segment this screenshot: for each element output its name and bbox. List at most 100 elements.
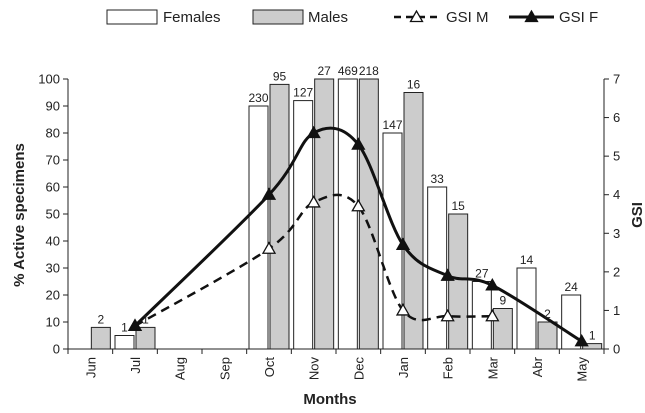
legend-label-males: Males [308, 9, 348, 26]
x-tick-label-sep: Sep [217, 357, 232, 380]
y2-tick-label: 5 [613, 149, 620, 164]
y-tick-label: 90 [46, 99, 60, 114]
count-label-females-dec: 469 [338, 64, 358, 78]
marker-gsi-m-nov [306, 195, 321, 208]
marker-gsi-m-feb [440, 308, 455, 322]
legend-marker-gsi-m [409, 9, 424, 23]
marker-gsi-m-jan [395, 303, 411, 316]
bar-females-jul [114, 335, 135, 350]
y2-tick-label: 1 [613, 303, 620, 318]
x-tick-label-mar: Mar [485, 356, 500, 379]
count-label-males-oct: 95 [273, 69, 287, 83]
marker-gsi-f-jul [127, 318, 143, 332]
y-tick-label: 20 [46, 288, 60, 303]
bar-females-may [561, 294, 582, 350]
y-tick-label: 50 [46, 207, 60, 222]
markers [127, 125, 589, 347]
marker-gsi-m-mar [485, 308, 500, 322]
bar-females-oct [248, 105, 269, 350]
y2-tick-label: 0 [613, 342, 620, 357]
marker-gsi-m-oct [261, 241, 277, 254]
bar-males-abr [537, 321, 558, 350]
bar-males-jun [90, 326, 111, 350]
count-label-males-abr: 2 [544, 307, 551, 321]
y-tick-label: 60 [46, 180, 60, 195]
x-tick-label-abr: Abr [530, 356, 545, 377]
y-tick-label: 0 [53, 342, 60, 357]
x-tick-label-aug: Aug [173, 357, 188, 380]
y-tick-label: 70 [46, 153, 60, 168]
x-tick-label-jan: Jan [396, 357, 411, 378]
y-tick-label: 40 [46, 234, 60, 249]
bar-females-dec [337, 78, 358, 350]
count-label-females-abr: 14 [520, 253, 534, 267]
y2-axis-title: GSI [629, 202, 645, 228]
y2-tick-label: 6 [613, 110, 620, 125]
x-axis-title: Months [303, 391, 356, 408]
y2-tick-label: 7 [613, 72, 620, 87]
y-axis-title: % Active specimens [11, 143, 28, 287]
bars [90, 78, 603, 350]
marker-gsi-f-mar [485, 278, 500, 291]
bar-females-abr [516, 267, 537, 350]
count-label-females-oct: 230 [248, 91, 268, 105]
marker-gsi-f-oct [261, 187, 277, 200]
count-label-females-jan: 147 [382, 118, 402, 132]
left-axis: 0 10 20 30 40 50 60 70 80 90 100 [38, 72, 68, 357]
marker-gsi-f-nov [306, 125, 321, 139]
bar-males-oct [269, 83, 290, 350]
lines [133, 126, 583, 343]
count-label-females-feb: 33 [430, 172, 444, 186]
legend-label-gsi-m: GSI M [446, 9, 489, 26]
legend-swatch-females [106, 9, 158, 25]
y2-tick-label: 2 [613, 264, 620, 279]
line-gsi-f [133, 126, 583, 343]
x-tick-label-nov: Nov [307, 357, 322, 381]
bar-males-nov [314, 78, 335, 350]
count-label-males-may: 1 [589, 329, 596, 343]
count-label-females-mar: 27 [475, 267, 489, 281]
right-axis: 0 1 2 3 4 5 6 7 [604, 72, 620, 357]
y-tick-label: 100 [38, 72, 60, 87]
count-label-males-mar: 9 [499, 294, 506, 308]
legend-marker-gsi-f [524, 9, 539, 23]
count-label-females-nov: 127 [293, 86, 313, 100]
count-label-males-jan: 16 [407, 78, 421, 92]
x-tick-label-dec: Dec [351, 357, 366, 381]
legend-label-gsi-f: GSI F [559, 9, 598, 26]
y-tick-label: 30 [46, 261, 60, 276]
count-label-males-nov: 27 [317, 64, 331, 78]
bar-males-jul [135, 326, 156, 350]
bar-males-mar [492, 308, 513, 350]
count-label-males-dec: 218 [359, 64, 379, 78]
x-tick-label-oct: Oct [262, 357, 277, 378]
bar-females-nov [293, 100, 314, 350]
bar-males-dec [358, 78, 379, 350]
count-label-males-jul: 1 [142, 312, 149, 326]
legend: Females Males GSI M GSI F [106, 9, 598, 26]
count-label-females-may: 24 [564, 280, 578, 294]
x-axis: Jun Jul Aug Sep Oct Nov Dec Jan Feb Mar Abr May [67, 349, 605, 382]
x-tick-label-feb: Feb [441, 357, 456, 379]
marker-gsi-f-feb [440, 268, 455, 281]
bar-males-jan [403, 92, 424, 350]
legend-swatch-males [252, 9, 304, 25]
count-label-females-jul: 1 [121, 321, 128, 335]
legend-label-females: Females [163, 9, 221, 26]
bar-males-feb [448, 213, 469, 350]
marker-gsi-f-may [574, 333, 589, 347]
x-tick-label-jul: Jul [128, 357, 143, 374]
count-label-males-jun: 2 [97, 312, 104, 326]
x-tick-label-jun: Jun [83, 357, 98, 378]
y-tick-label: 80 [46, 126, 60, 141]
x-tick-label-may: May [575, 357, 590, 382]
y2-tick-label: 4 [613, 187, 620, 202]
marker-gsi-m-dec [351, 198, 366, 212]
count-label-males-feb: 15 [451, 199, 465, 213]
marker-gsi-f-dec [351, 137, 366, 150]
count-labels: 1 230 127 469 147 33 27 14 24 2 1 95 27 218 16 15 9 2 1 [97, 64, 595, 343]
marker-gsi-f-jan [395, 237, 411, 251]
y2-tick-label: 3 [613, 226, 620, 241]
